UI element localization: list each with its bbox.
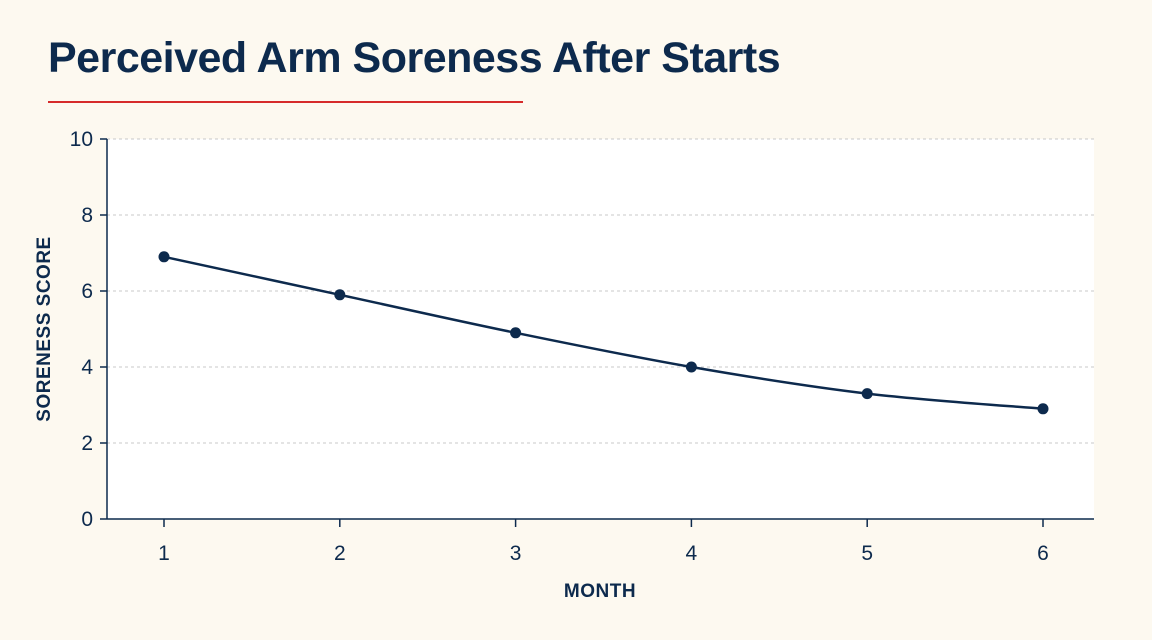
y-axis-title: SORENESS SCORE: [34, 236, 55, 421]
y-tick-label: 0: [81, 508, 93, 531]
data-point: [334, 289, 346, 301]
y-tick-label: 4: [81, 356, 93, 379]
data-point: [510, 327, 522, 339]
y-tick-label: 8: [81, 204, 93, 227]
y-tick-label: 10: [70, 128, 93, 151]
data-points: [158, 251, 1049, 415]
x-axis-title: MONTH: [564, 581, 636, 602]
x-tick-label: 2: [334, 542, 346, 565]
chart-title: Perceived Arm Soreness After Starts: [48, 34, 781, 82]
x-tick-label: 3: [510, 542, 522, 565]
x-tick-label: 4: [686, 542, 698, 565]
y-tick-label: 2: [81, 432, 93, 455]
x-tick-label: 1: [158, 542, 170, 565]
x-ticks: 1 2 3 4 5 6: [158, 519, 1049, 565]
x-tick-label: 6: [1037, 542, 1049, 565]
title-accent-rule: [48, 101, 523, 103]
data-point: [861, 388, 873, 400]
x-tick-label: 5: [861, 542, 873, 565]
data-point: [685, 361, 697, 373]
grid-lines: [107, 138, 1094, 444]
plot-area: [107, 139, 1094, 519]
data-point: [1037, 403, 1049, 415]
y-tick-label: 6: [81, 280, 93, 303]
y-ticks: 0 2 4 6 8 10: [70, 128, 107, 531]
series-line: [163, 255, 1044, 411]
data-point: [158, 251, 170, 263]
